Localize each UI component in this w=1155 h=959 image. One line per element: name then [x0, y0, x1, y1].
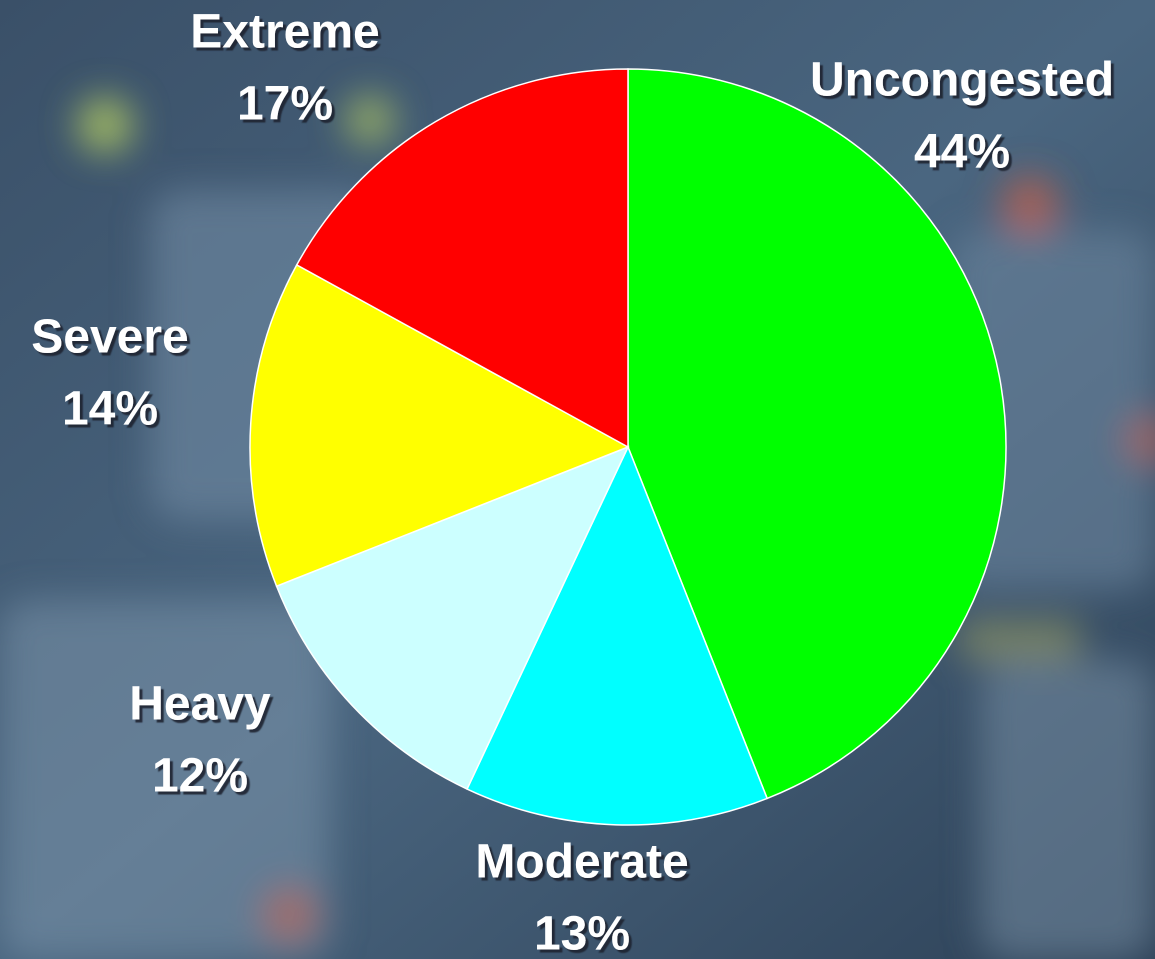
slice-value-label: 13%: [534, 908, 630, 959]
slice-value-label: 44%: [914, 126, 1010, 179]
pie-slice: [627, 68, 1007, 800]
slice-value-label: 17%: [237, 78, 333, 131]
slice-label: Heavy: [129, 678, 271, 731]
slice-label: Severe: [31, 311, 188, 364]
slice-label: Uncongested: [810, 54, 1114, 107]
pie-slice: [275, 445, 630, 791]
slice-label: Moderate: [475, 836, 688, 889]
slice-label: Extreme: [190, 6, 379, 59]
slice-value-label: 12%: [152, 750, 248, 803]
labels: Uncongested 44% Moderate 13% Heavy 12% Severe 1…: [31, 6, 1114, 959]
pie-slice: [466, 445, 769, 826]
pie: [249, 68, 1007, 826]
pie-slice: [249, 263, 630, 588]
pie-slice: [295, 68, 629, 449]
slice-value-label: 14%: [62, 383, 158, 436]
